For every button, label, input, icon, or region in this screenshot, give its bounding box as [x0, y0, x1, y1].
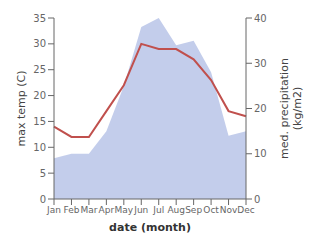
svg-text:Jan: Jan [46, 205, 61, 215]
svg-text:Apr: Apr [99, 205, 115, 215]
svg-text:35: 35 [33, 13, 46, 24]
svg-text:Oct: Oct [203, 205, 219, 215]
svg-text:Dec: Dec [237, 205, 254, 215]
svg-text:date (month): date (month) [109, 221, 191, 234]
svg-text:25: 25 [33, 64, 46, 75]
svg-text:May: May [115, 205, 134, 215]
svg-text:40: 40 [254, 13, 267, 24]
svg-text:Feb: Feb [63, 205, 79, 215]
svg-text:20: 20 [254, 103, 267, 114]
svg-text:30: 30 [33, 38, 46, 49]
svg-text:10: 10 [33, 142, 46, 153]
svg-text:Nov: Nov [220, 205, 238, 215]
svg-text:0: 0 [40, 194, 46, 205]
svg-text:5: 5 [40, 168, 46, 179]
svg-text:Jul: Jul [152, 205, 164, 215]
svg-text:0: 0 [254, 194, 260, 205]
svg-text:10: 10 [254, 148, 267, 159]
svg-text:20: 20 [33, 90, 46, 101]
svg-text:15: 15 [33, 116, 46, 127]
svg-text:Jun: Jun [133, 205, 148, 215]
svg-text:max temp (C): max temp (C) [15, 70, 28, 146]
svg-text:Sep: Sep [185, 205, 202, 215]
svg-text:med. precipitation(kg/m2): med. precipitation(kg/m2) [278, 58, 304, 159]
svg-text:30: 30 [254, 58, 267, 69]
svg-text:Aug: Aug [167, 205, 185, 215]
svg-text:Mar: Mar [80, 205, 97, 215]
